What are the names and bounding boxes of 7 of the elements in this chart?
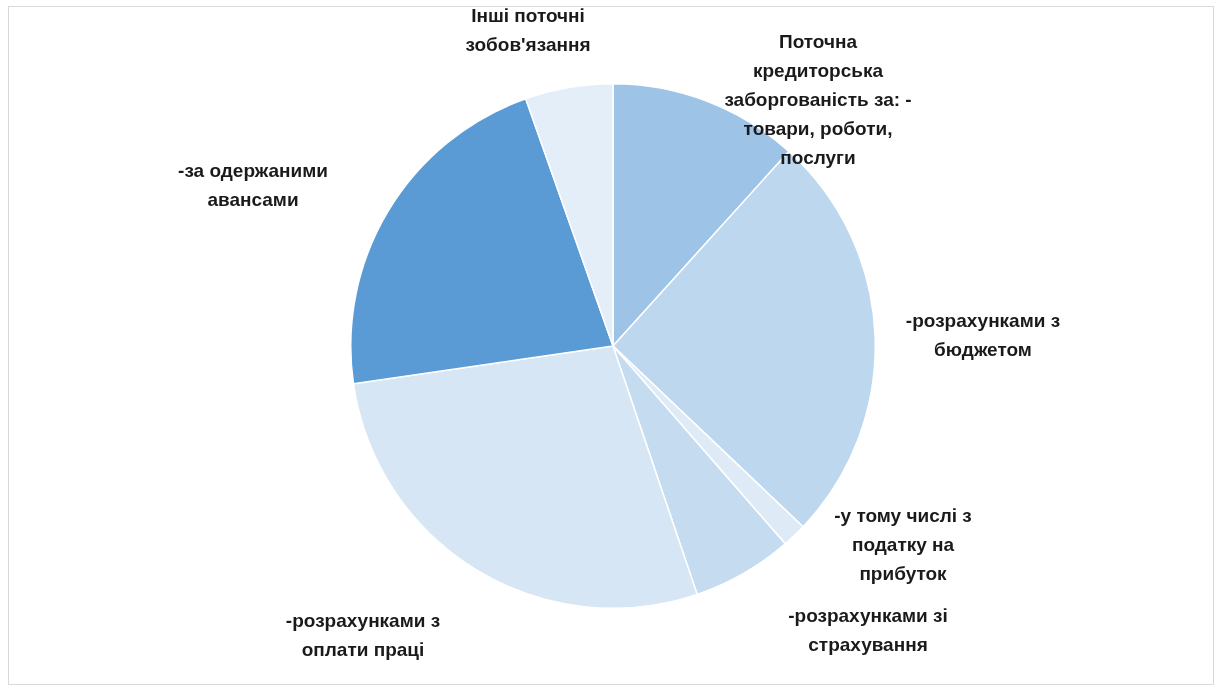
slice-label: Поточна кредиторська заборгованість за: - товари, роботи, послуги	[724, 31, 912, 169]
slice-label: -за одержаними авансами	[178, 159, 328, 210]
slice-label: -розрахунками з бюджетом	[905, 309, 1061, 360]
slice-label: -розрахунками з оплати праці	[285, 609, 441, 660]
slice-label: -розрахунками зі страхування	[788, 604, 948, 655]
slice-label: Інші поточні зобов'язання	[465, 4, 591, 55]
slice-label: -у тому числі з податку на прибуток	[834, 505, 972, 585]
